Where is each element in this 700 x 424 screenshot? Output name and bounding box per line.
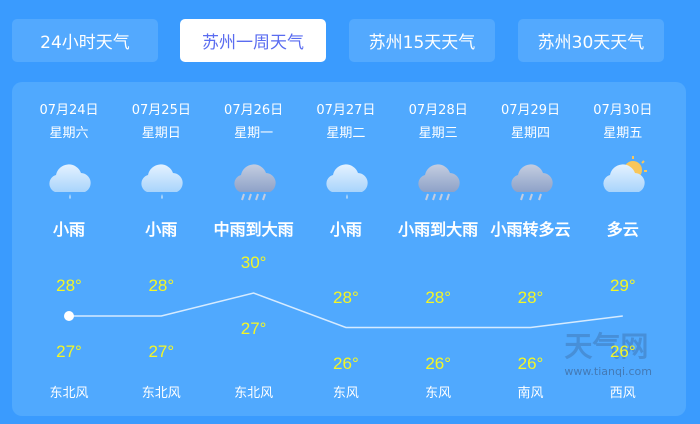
day-wind: 东北风 (49, 386, 89, 401)
high-temp: 28° (56, 276, 82, 295)
tab-0[interactable]: 24小时天气 (12, 19, 158, 62)
trend-polyline (69, 292, 623, 329)
day-date: 07月24日 (39, 103, 99, 118)
day-wind: 东风 (332, 386, 359, 401)
day-weekday: 星期五 (603, 126, 643, 141)
high-temp: 28° (148, 276, 175, 295)
day-weather-desc: 小雨转多云 (490, 220, 571, 239)
rain-icon (507, 154, 557, 204)
day-weather-desc: 小雨 (329, 220, 362, 239)
low-temp: 27° (148, 342, 175, 361)
low-temp: 26° (333, 353, 359, 373)
day-date: 07月30日 (593, 103, 653, 118)
day-wind: 西风 (609, 386, 636, 401)
day-date: 07月27日 (316, 103, 376, 118)
day-column: 07月26日 星期一 中雨到大雨 30° 27° 东北风 (208, 82, 300, 416)
day-column: 07月29日 星期四 小雨转多云 28° 26° 南风 (485, 82, 577, 416)
trend-start-dot (64, 311, 74, 321)
day-wind: 东风 (425, 386, 452, 401)
day-column: 07月28日 星期三 小雨到大雨 28° 26° 东风 (392, 82, 484, 416)
day-column: 07月25日 星期日 小雨 28° 27° 东北风 (115, 82, 207, 416)
low-temp: 27° (240, 319, 267, 338)
day-column: 07月27日 星期二 小雨 28° 26° 东风 (300, 82, 392, 416)
tab-1[interactable]: 苏州一周天气 (180, 19, 326, 62)
light-rain-icon (322, 154, 372, 204)
temperature-trend-line (64, 292, 623, 329)
high-temp: 28° (333, 287, 359, 307)
light-rain-icon (45, 154, 95, 204)
day-column: 07月30日 星期五 多云 29° 26° 西风 (577, 82, 669, 416)
day-weekday: 星期日 (141, 126, 181, 141)
watermark-logo: 天气网 www.tianqi.com (564, 330, 652, 378)
day-date: 07月25日 (131, 103, 191, 118)
heavy-rain-icon (414, 154, 464, 204)
day-weather-desc: 多云 (606, 220, 639, 239)
tab-2[interactable]: 苏州15天天气 (349, 19, 495, 62)
heavy-rain-icon (230, 154, 280, 204)
day-weekday: 星期四 (510, 126, 550, 141)
day-weather-desc: 小雨 (52, 220, 85, 239)
day-weekday: 星期一 (234, 126, 274, 141)
high-temp: 28° (517, 287, 544, 307)
low-temp: 26° (425, 353, 452, 373)
day-date: 07月26日 (224, 103, 284, 118)
day-weather-desc: 小雨到大雨 (398, 220, 479, 239)
low-temp: 26° (517, 353, 544, 373)
day-date: 07月28日 (408, 103, 468, 118)
light-rain-icon (137, 154, 187, 204)
day-weather-desc: 中雨到大雨 (213, 220, 294, 239)
low-temp: 26° (609, 342, 636, 361)
tab-3[interactable]: 苏州30天天气 (518, 19, 664, 62)
day-column: 07月24日 星期六 小雨 28° 27° 东北风 (23, 82, 115, 416)
day-weather-desc: 小雨 (145, 220, 178, 239)
high-temp: 28° (425, 287, 452, 307)
high-temp: 30° (240, 253, 267, 272)
day-wind: 东北风 (141, 386, 181, 401)
high-temp: 29° (609, 276, 636, 295)
low-temp: 27° (56, 342, 82, 361)
partly-cloudy-icon (599, 154, 649, 204)
day-weekday: 星期二 (326, 126, 366, 141)
day-date: 07月29日 (500, 103, 561, 118)
day-wind: 东北风 (234, 386, 274, 401)
day-wind: 南风 (517, 386, 544, 401)
day-weekday: 星期六 (49, 126, 89, 141)
weekly-forecast-card: 天气网 www.tianqi.com 07月24日 星期六 小雨 28° 27° … (12, 82, 686, 416)
day-weekday: 星期三 (418, 126, 458, 141)
